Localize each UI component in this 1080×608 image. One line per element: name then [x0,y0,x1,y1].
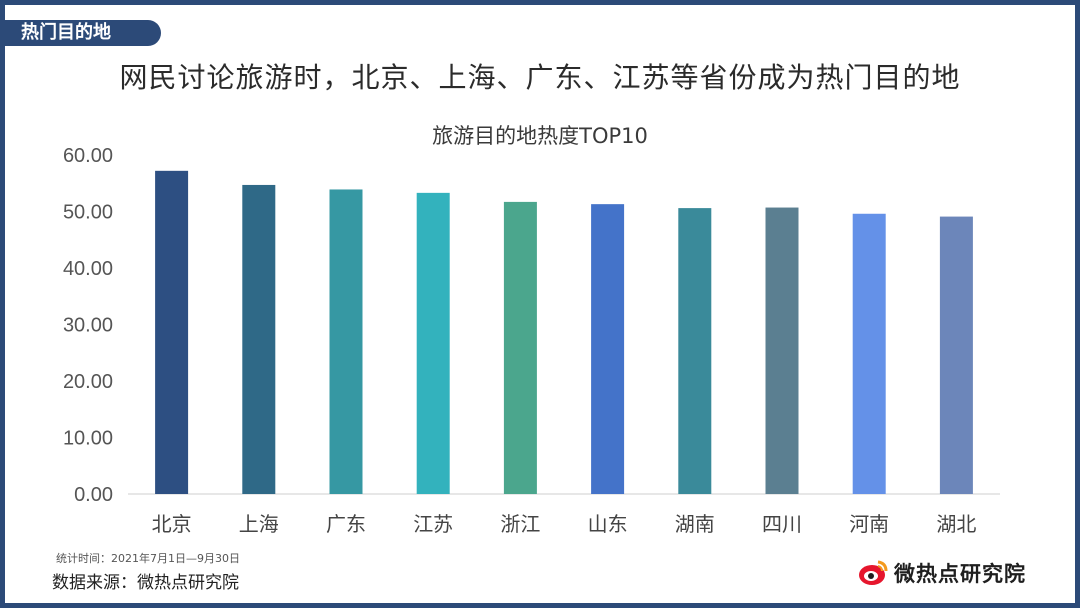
data-source: 数据来源：微热点研究院 [52,573,239,593]
bar [852,213,886,494]
bar [329,189,363,494]
x-tick-label: 湖南 [675,512,715,536]
y-tick-label: 0.00 [74,484,113,506]
y-tick-label: 40.00 [63,258,113,280]
x-tick-label: 江苏 [413,512,453,536]
x-tick-label: 山东 [588,512,628,536]
y-tick-label: 30.00 [63,315,113,337]
section-tab: 热门目的地 [5,20,161,46]
x-tick-label: 四川 [762,512,802,536]
weibo-eye-icon [859,560,888,585]
bar [416,192,450,495]
bar [242,184,276,494]
bar [155,170,189,494]
bar [939,216,973,494]
x-axis-labels: 北京 上海 广东 江苏 浙江 山东 湖南 四川 河南 湖北 [152,512,977,536]
x-tick-label: 广东 [326,512,366,536]
y-tick-label: 50.00 [63,202,113,224]
bar [765,207,799,495]
brand-logo: 微热点研究院 [858,558,1026,588]
x-tick-label: 上海 [239,512,279,536]
x-tick-label: 浙江 [500,512,540,536]
x-tick-label: 北京 [152,512,192,536]
x-tick-label: 湖北 [936,512,976,536]
y-tick-label: 60.00 [63,145,113,167]
bar [678,208,712,495]
bar [503,201,537,494]
bars [155,170,973,495]
y-tick-label: 20.00 [63,371,113,393]
x-tick-label: 河南 [849,512,889,536]
page-title: 网民讨论旅游时，北京、上海、广东、江苏等省份成为热门目的地 [119,61,961,94]
y-tick-label: 10.00 [63,428,113,450]
bar [591,204,625,494]
chart-title: 旅游目的地热度TOP10 [432,124,648,148]
stat-time-note: 统计时间：2021年7月1日—9月30日 [56,552,240,565]
y-axis-ticks: 0.00 10.00 20.00 30.00 40.00 50.00 60.00 [63,145,113,506]
logo-text: 微热点研究院 [894,562,1026,586]
